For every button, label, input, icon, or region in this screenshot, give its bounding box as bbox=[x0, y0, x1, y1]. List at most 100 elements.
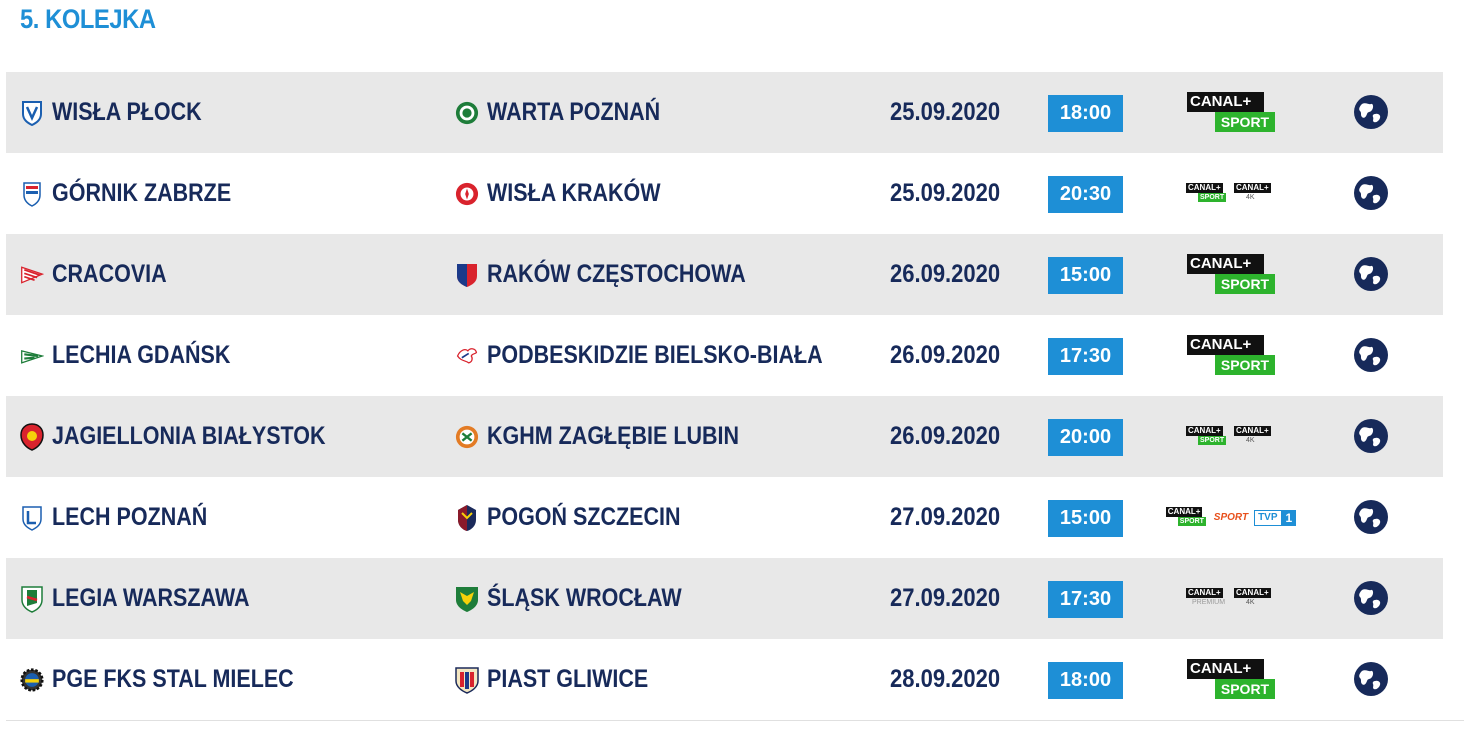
canal-plus-sport-logo: CANAL+ SPORT bbox=[1165, 506, 1206, 526]
tv-broadcaster: CANAL+ SPORT SPORT TVP 1 bbox=[1146, 477, 1316, 558]
piast-gliwice-crest-icon bbox=[455, 666, 479, 694]
home-team[interactable]: LEGIA WARSZAWA bbox=[20, 558, 282, 639]
canal-plus-sport-logo: CANAL+ SPORT bbox=[1187, 658, 1275, 701]
tv-broadcaster: CANAL+ SPORT CANAL+ 4K bbox=[1146, 396, 1316, 477]
tv-broadcaster: CANAL+ SPORT bbox=[1146, 639, 1316, 720]
away-team[interactable]: WARTA POZNAŃ bbox=[455, 72, 688, 153]
cracovia-crest-icon bbox=[20, 261, 44, 289]
home-team[interactable]: PGE FKS STAL MIELEC bbox=[20, 639, 333, 720]
away-team[interactable]: KGHM ZAGŁĘBIE LUBIN bbox=[455, 396, 780, 477]
rakow-czestochowa-crest-icon bbox=[455, 261, 479, 289]
pogon-szczecin-crest-icon bbox=[455, 504, 479, 532]
away-team[interactable]: ŚLĄSK WROCŁAW bbox=[455, 558, 713, 639]
away-team-name: PIAST GLIWICE bbox=[487, 665, 649, 693]
match-time: 20:30 bbox=[1048, 176, 1123, 213]
match-date: 27.09.2020 bbox=[890, 584, 1001, 612]
tv-broadcaster: CANAL+ SPORT bbox=[1146, 72, 1316, 153]
tv-broadcaster: CANAL+ SPORT bbox=[1146, 315, 1316, 396]
home-team-name: WISŁA PŁOCK bbox=[52, 98, 202, 126]
slask-wroclaw-crest-icon bbox=[455, 585, 479, 613]
canal-plus-4k-logo: CANAL+ 4K bbox=[1234, 587, 1271, 606]
tv-broadcaster: CANAL+ SPORT CANAL+ 4K bbox=[1146, 153, 1316, 234]
home-team-name: PGE FKS STAL MIELEC bbox=[52, 665, 294, 693]
divider bbox=[6, 720, 1464, 721]
match-row: GÓRNIK ZABRZE WISŁA KRAKÓW 25.09.2020 20… bbox=[6, 153, 1443, 234]
match-time: 17:30 bbox=[1048, 581, 1123, 618]
match-row: JAGIELLONIA BIAŁYSTOK KGHM ZAGŁĘBIE LUBI… bbox=[6, 396, 1443, 477]
tvp1-logo: TVP 1 bbox=[1254, 509, 1297, 526]
match-time: 15:00 bbox=[1048, 257, 1123, 294]
away-team-name: ŚLĄSK WROCŁAW bbox=[487, 584, 682, 612]
canal-plus-premium-logo: CANAL+ PREMIUM bbox=[1186, 587, 1226, 606]
canal-plus-sport-logo: CANAL+ SPORT bbox=[1187, 91, 1275, 134]
canal-plus-sport-logo: CANAL+ SPORT bbox=[1186, 425, 1227, 445]
globe-icon[interactable] bbox=[1353, 661, 1389, 697]
match-row: CRACOVIA RAKÓW CZĘSTOCHOWA 26.09.2020 15… bbox=[6, 234, 1443, 315]
globe-icon[interactable] bbox=[1353, 499, 1389, 535]
away-team-name: POGOŃ SZCZECIN bbox=[487, 503, 681, 531]
fixtures-table: WISŁA PŁOCK WARTA POZNAŃ 25.09.2020 18:0… bbox=[6, 72, 1443, 720]
globe-icon[interactable] bbox=[1353, 418, 1389, 454]
match-row: LECH POZNAŃ POGOŃ SZCZECIN 27.09.2020 15… bbox=[6, 477, 1443, 558]
match-time: 17:30 bbox=[1048, 338, 1123, 375]
away-team-name: KGHM ZAGŁĘBIE LUBIN bbox=[487, 422, 740, 450]
away-team-name: PODBESKIDZIE BIELSKO-BIAŁA bbox=[487, 341, 823, 369]
match-date: 27.09.2020 bbox=[890, 503, 1001, 531]
globe-icon[interactable] bbox=[1353, 175, 1389, 211]
match-date: 25.09.2020 bbox=[890, 98, 1001, 126]
jagiellonia-crest-icon bbox=[20, 422, 44, 451]
lechia-gdansk-crest-icon bbox=[20, 342, 44, 370]
match-time: 18:00 bbox=[1048, 662, 1123, 699]
gornik-zabrze-crest-icon bbox=[20, 180, 44, 208]
canal-plus-4k-logo: CANAL+ 4K bbox=[1234, 425, 1271, 444]
home-team-name: GÓRNIK ZABRZE bbox=[52, 179, 232, 207]
stal-mielec-crest-icon bbox=[20, 666, 44, 694]
match-date: 26.09.2020 bbox=[890, 422, 1001, 450]
canal-plus-4k-logo: CANAL+ 4K bbox=[1234, 182, 1271, 201]
match-date: 26.09.2020 bbox=[890, 341, 1001, 369]
legia-warszawa-crest-icon bbox=[20, 585, 44, 613]
match-row: WISŁA PŁOCK WARTA POZNAŃ 25.09.2020 18:0… bbox=[6, 72, 1443, 153]
tv-broadcaster: CANAL+ PREMIUM CANAL+ 4K bbox=[1146, 558, 1316, 639]
away-team-name: WISŁA KRAKÓW bbox=[487, 179, 661, 207]
away-team[interactable]: PIAST GLIWICE bbox=[455, 639, 675, 720]
home-team-name: JAGIELLONIA BIAŁYSTOK bbox=[52, 422, 326, 450]
match-date: 25.09.2020 bbox=[890, 179, 1001, 207]
away-team[interactable]: POGOŃ SZCZECIN bbox=[455, 477, 712, 558]
match-time: 18:00 bbox=[1048, 95, 1123, 132]
match-date: 26.09.2020 bbox=[890, 260, 1001, 288]
globe-icon[interactable] bbox=[1353, 337, 1389, 373]
globe-icon[interactable] bbox=[1353, 256, 1389, 292]
globe-icon[interactable] bbox=[1353, 580, 1389, 616]
canal-plus-sport-logo: CANAL+ SPORT bbox=[1186, 182, 1227, 202]
globe-icon[interactable] bbox=[1353, 94, 1389, 130]
home-team[interactable]: GÓRNIK ZABRZE bbox=[20, 153, 260, 234]
lech-poznan-crest-icon bbox=[20, 504, 44, 532]
match-time: 20:00 bbox=[1048, 419, 1123, 456]
away-team[interactable]: WISŁA KRAKÓW bbox=[455, 153, 689, 234]
home-team[interactable]: WISŁA PŁOCK bbox=[20, 72, 226, 153]
tv-broadcaster: CANAL+ SPORT bbox=[1146, 234, 1316, 315]
warta-poznan-crest-icon bbox=[455, 99, 479, 127]
home-team-name: LECH POZNAŃ bbox=[52, 503, 208, 531]
home-team[interactable]: LECHIA GDAŃSK bbox=[20, 315, 259, 396]
home-team-name: CRACOVIA bbox=[52, 260, 167, 288]
canal-plus-sport-logo: CANAL+ SPORT bbox=[1187, 334, 1275, 377]
away-team[interactable]: PODBESKIDZIE BIELSKO-BIAŁA bbox=[455, 315, 877, 396]
wisla-plock-crest-icon bbox=[20, 99, 44, 127]
round-title: 5. KOLEJKA bbox=[20, 4, 156, 34]
zaglebie-lubin-crest-icon bbox=[455, 423, 479, 451]
match-row: PGE FKS STAL MIELEC PIAST GLIWICE 28.09.… bbox=[6, 639, 1443, 720]
home-team[interactable]: CRACOVIA bbox=[20, 234, 185, 315]
home-team[interactable]: LECH POZNAŃ bbox=[20, 477, 233, 558]
home-team-name: LEGIA WARSZAWA bbox=[52, 584, 250, 612]
home-team-name: LECHIA GDAŃSK bbox=[52, 341, 231, 369]
canal-plus-sport-logo: CANAL+ SPORT bbox=[1187, 253, 1275, 296]
match-row: LEGIA WARSZAWA ŚLĄSK WROCŁAW 27.09.2020 … bbox=[6, 558, 1443, 639]
away-team[interactable]: RAKÓW CZĘSTOCHOWA bbox=[455, 234, 788, 315]
tvp-sport-logo: SPORT bbox=[1213, 512, 1249, 523]
match-row: LECHIA GDAŃSK PODBESKIDZIE BIELSKO-BIAŁA… bbox=[6, 315, 1443, 396]
away-team-name: WARTA POZNAŃ bbox=[487, 98, 661, 126]
match-time: 15:00 bbox=[1048, 500, 1123, 537]
home-team[interactable]: JAGIELLONIA BIAŁYSTOK bbox=[20, 396, 370, 477]
